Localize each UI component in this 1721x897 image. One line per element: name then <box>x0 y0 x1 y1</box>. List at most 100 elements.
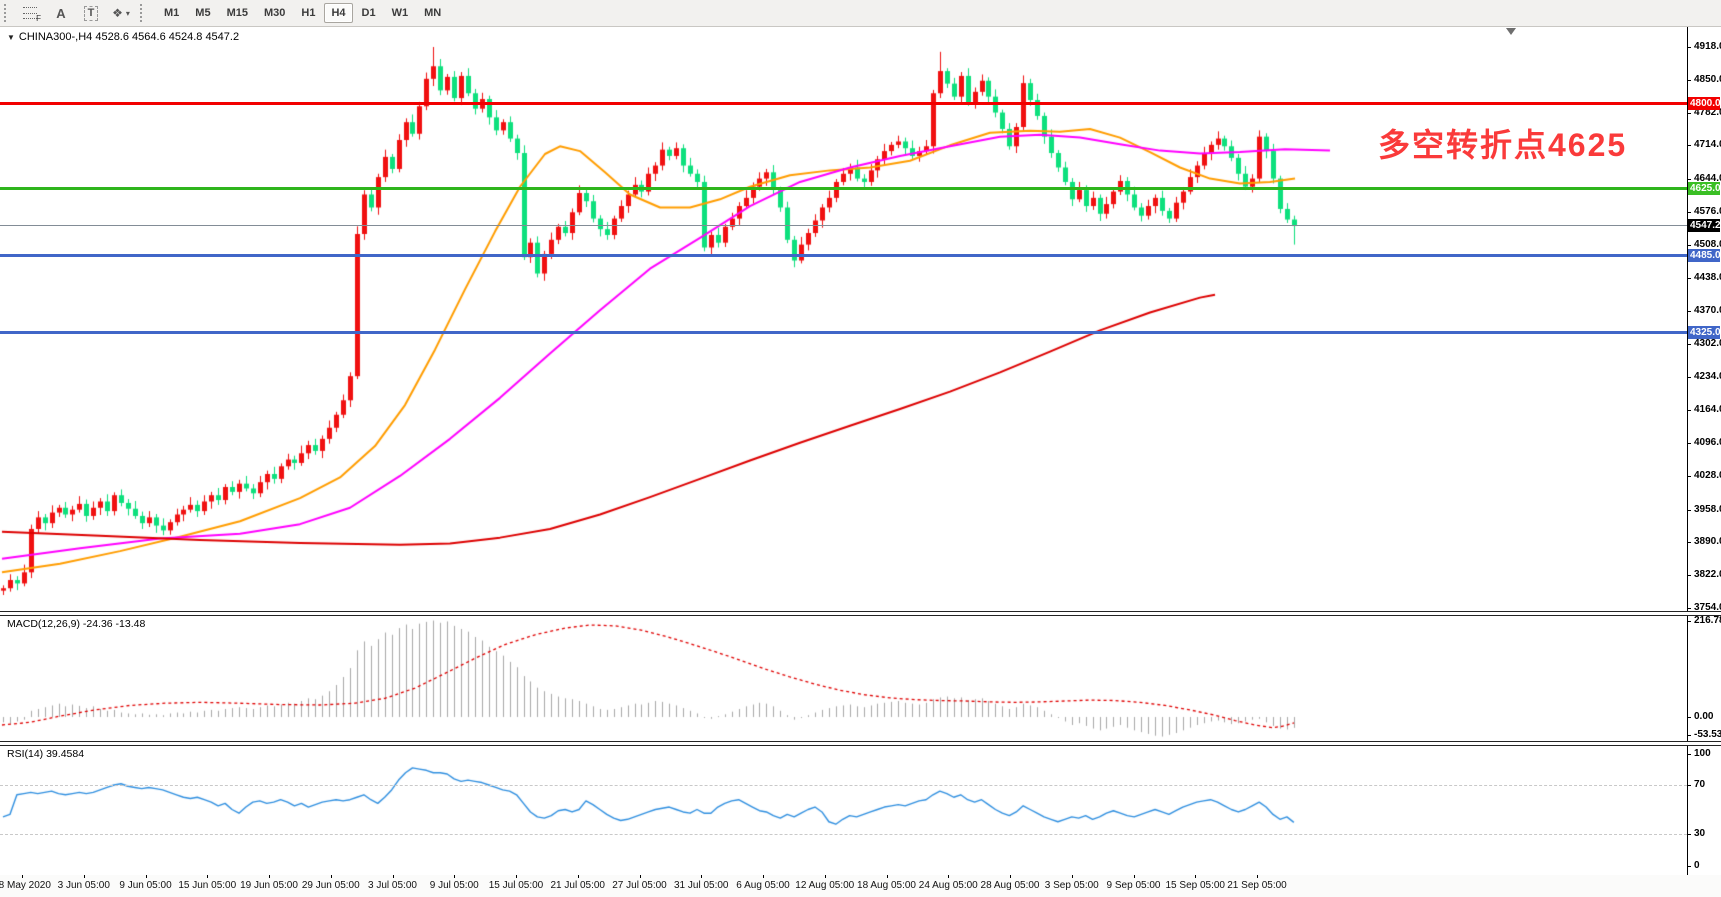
timeframe-button-M1[interactable]: M1 <box>164 7 180 19</box>
price-tick-label: 4164.0 <box>1694 404 1721 416</box>
rsi-tick-dash <box>1687 834 1691 835</box>
label-tool-button[interactable]: T <box>80 2 102 24</box>
date-label: 28 Aug 05:00 <box>980 880 1040 891</box>
date-tick <box>516 875 517 878</box>
date-label: 27 Jul 05:00 <box>612 880 667 891</box>
text-icon: A <box>56 5 66 21</box>
price-tick-dash <box>1687 475 1691 477</box>
date-tick <box>1010 875 1011 878</box>
date-tick <box>639 875 641 878</box>
arrows-tool-button[interactable]: ❖ ▾ <box>110 2 132 24</box>
rsi-label: RSI(14) 39.4584 <box>7 748 85 760</box>
panel-splitter-rsi[interactable] <box>0 741 1721 746</box>
date-tick <box>701 875 703 878</box>
price-tick-dash <box>1687 608 1691 609</box>
timeframe-button-W1[interactable]: W1 <box>391 7 409 19</box>
date-tick <box>22 875 23 878</box>
price-tick-dash <box>1687 575 1691 577</box>
price-tag-4800.0: 4800.0 <box>1688 97 1721 111</box>
price-tick-label: 4576.0 <box>1694 205 1721 217</box>
timeframe-button-D1[interactable]: D1 <box>361 7 376 19</box>
arrows-icon: ❖ <box>112 6 123 20</box>
price-tick-dash <box>1687 443 1691 445</box>
price-tick-dash <box>1687 278 1691 280</box>
date-label: 9 Jul 05:00 <box>429 880 479 891</box>
date-label: 15 Jun 05:00 <box>178 880 237 891</box>
date-tick <box>145 875 147 878</box>
macd-scale-label: 216.78 <box>1694 615 1721 626</box>
timeframe-button-MN[interactable]: MN <box>424 7 442 19</box>
date-tick <box>948 875 950 878</box>
date-tick <box>824 875 826 878</box>
price-tick-dash <box>1687 79 1691 81</box>
chevron-down-icon: ▾ <box>125 8 130 18</box>
price-tick-label: 4782.0 <box>1694 106 1721 118</box>
date-tick <box>269 875 270 878</box>
price-tick-label: 4918.0 <box>1694 41 1721 52</box>
date-tick <box>392 875 394 878</box>
date-label: 24 Aug 05:00 <box>918 880 978 891</box>
date-tick <box>1133 875 1135 878</box>
price-tick-label: 4234.0 <box>1694 370 1721 382</box>
date-label: 31 Jul 05:00 <box>674 880 729 891</box>
timeframe-toolbar: M1 M5 M15 M30 H1 H4 D1 W1 MN <box>156 0 449 26</box>
dropdown-arrow-icon[interactable]: ▼ <box>7 33 15 42</box>
price-tick-dash <box>1687 179 1691 181</box>
rsi-level-label: 0 <box>1694 860 1700 871</box>
date-label: 6 Aug 05:00 <box>736 880 790 891</box>
annotation-text[interactable]: 多空转折点4625 <box>1378 127 1628 163</box>
macd-label: MACD(12,26,9) -24.36 -13.48 <box>7 618 146 630</box>
price-tag-4547.2: 4547.2 <box>1688 219 1721 233</box>
price-tick-dash <box>1687 376 1691 378</box>
price-tick-dash <box>1687 311 1691 313</box>
label-icon: T <box>83 5 99 21</box>
date-label: 3 Jul 05:00 <box>368 880 417 891</box>
date-label: 19 Jun 05:00 <box>240 880 298 891</box>
date-tick <box>886 875 888 878</box>
price-tick-label: 4508.0 <box>1694 238 1721 250</box>
symbol-title: ▼ CHINA300-,H4 4528.6 4564.6 4524.8 4547.… <box>7 31 239 43</box>
date-tick <box>1071 875 1073 878</box>
macd-scale-label: 0.00 <box>1694 711 1714 722</box>
timeframe-button-M30[interactable]: M30 <box>263 7 286 19</box>
price-tag-4625.0: 4625.0 <box>1688 181 1721 195</box>
price-tick-label: 4028.0 <box>1694 469 1721 481</box>
timeframe-button-H1[interactable]: H1 <box>301 7 316 19</box>
price-tick-label: 3958.0 <box>1694 503 1721 515</box>
price-tick-label: 3754.0 <box>1694 602 1721 613</box>
timeframe-button-M15[interactable]: M15 <box>226 7 248 19</box>
date-tick <box>330 875 332 878</box>
text-tool-button[interactable]: A <box>50 2 72 24</box>
price-tick-dash <box>1687 410 1691 412</box>
date-label: 12 Aug 05:00 <box>795 880 855 891</box>
macd-tick-dash <box>1687 717 1691 718</box>
price-tick-label: 4370.0 <box>1694 305 1721 317</box>
date-label: 3 Jun 05:00 <box>57 880 110 891</box>
timeframe-button-H4[interactable]: H4 <box>324 3 353 23</box>
chart-shift-marker[interactable] <box>1506 28 1516 35</box>
toolbar-grip[interactable] <box>140 4 146 22</box>
toolbar-grip[interactable] <box>4 4 10 22</box>
date-tick <box>577 875 579 878</box>
date-tick <box>83 875 85 878</box>
macd-tick-dash <box>1687 621 1691 622</box>
price-axis[interactable]: 4918.0 4850.0 4782.0 4714.0 4644.0 4576.0 4508… <box>1687 0 1721 875</box>
fibonacci-tool-button[interactable]: F <box>20 2 42 24</box>
price-tag-4325.0: 4325.0 <box>1688 326 1721 340</box>
price-tick-dash <box>1687 47 1691 48</box>
macd-tick-dash <box>1687 735 1691 736</box>
toolbar: F A T ❖ ▾ M1 M5 M15 M30 H1 H4 D1 W1 MN <box>0 0 1721 27</box>
date-label: 18 Aug 05:00 <box>857 880 916 891</box>
timeframe-button-M5[interactable]: M5 <box>195 7 211 19</box>
price-tick-label: 4714.0 <box>1694 139 1721 151</box>
price-tick-dash <box>1687 112 1691 114</box>
time-axis[interactable]: 28 May 2020 3 Jun 05:00 9 Jun 05:00 15 Jun … <box>0 875 1721 897</box>
date-tick <box>763 875 764 878</box>
rsi-tick-dash <box>1687 754 1691 755</box>
rsi-level-label: 70 <box>1694 779 1706 790</box>
panel-splitter-macd[interactable] <box>0 611 1721 616</box>
rsi-level-label: 100 <box>1694 748 1711 759</box>
price-tick-label: 3890.0 <box>1694 536 1721 548</box>
price-tick-dash <box>1687 145 1691 147</box>
